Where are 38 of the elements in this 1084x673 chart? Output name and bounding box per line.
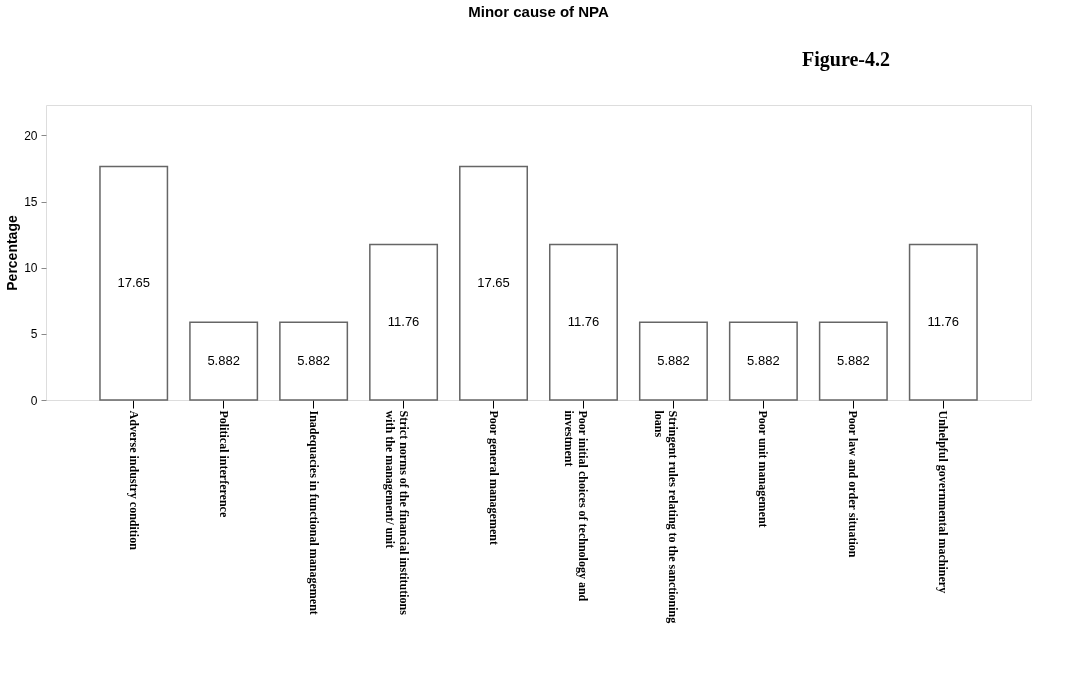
x-tick-label: Political interference: [216, 410, 231, 518]
y-tick-label: 0: [30, 393, 38, 408]
x-tick-label: Poor general management: [486, 410, 501, 545]
data-label: 5.882: [297, 353, 330, 369]
data-label: 17.65: [117, 275, 150, 291]
x-tick-label: Stringent rules relating to the sanctioning loans: [652, 410, 681, 624]
data-label: 5.882: [837, 353, 870, 369]
x-tick-label: Poor unit management: [756, 410, 771, 528]
bar: [459, 165, 529, 401]
data-label: 11.76: [927, 314, 960, 330]
x-tick-label: Inadequacies in functional management: [306, 410, 321, 615]
bar: [908, 243, 978, 401]
bar: [548, 243, 618, 401]
text: Figure-4.2: [802, 48, 890, 71]
bar: [638, 321, 708, 401]
data-label: 17.65: [477, 275, 510, 291]
chart-title: Minor cause of NPA: [468, 3, 609, 20]
bar: [99, 165, 169, 401]
y-tick-label: 10: [24, 261, 38, 276]
x-tick-label: Unhelpful governmental machinery: [936, 410, 951, 594]
data-label: 5.882: [747, 353, 780, 369]
y-tick-label: 20: [24, 128, 38, 143]
bar: [369, 243, 439, 401]
bar: [728, 321, 798, 401]
y-tick-label: 15: [24, 195, 38, 210]
data-label: 5.882: [207, 353, 240, 369]
x-tick-label: Strict norms of the financial institutions with the management/ unit: [382, 410, 411, 616]
data-label: 11.76: [567, 314, 600, 330]
x-tick-label: Poor initial choices of technology and investment: [562, 410, 591, 602]
y-tick-label: 5: [30, 327, 38, 342]
x-tick-label: Poor law and order situation: [846, 410, 861, 558]
data-label: 11.76: [387, 314, 420, 330]
bar: [818, 321, 888, 401]
x-tick-label: Adverse industry condition: [126, 410, 141, 551]
bar: [279, 321, 349, 401]
data-label: 5.882: [657, 353, 690, 369]
bar: [189, 321, 259, 401]
y-axis-title: Percentage: [4, 215, 21, 291]
